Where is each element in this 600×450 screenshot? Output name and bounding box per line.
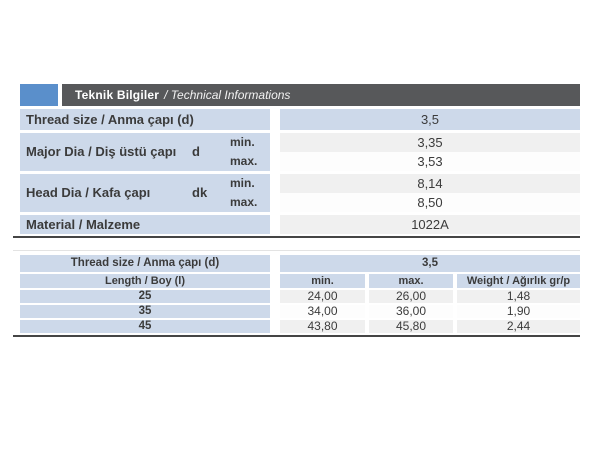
min-cell: 34,00 bbox=[280, 305, 365, 318]
size-thread-value: 3,5 bbox=[280, 255, 580, 272]
table-row: 25 24,00 26,00 1,48 bbox=[20, 290, 580, 303]
head-dia-max-value: 8,50 bbox=[280, 193, 580, 212]
material-value: 1022A bbox=[280, 215, 580, 234]
size-table-thread-row: Thread size / Anma çapı (d) 3,5 bbox=[20, 255, 580, 272]
max-cell: 36,00 bbox=[369, 305, 453, 318]
head-dia-symbol: dk bbox=[192, 185, 208, 200]
major-dia-min-value: 3,35 bbox=[280, 133, 580, 152]
max-label: max. bbox=[230, 154, 258, 168]
section-divider bbox=[13, 250, 580, 251]
size-table-header-row: Length / Boy (l) min. max. Weight / Ağır… bbox=[20, 274, 580, 288]
weight-cell: 1,90 bbox=[457, 305, 580, 318]
column-header-max: max. bbox=[369, 274, 453, 288]
head-dia-min-value: 8,14 bbox=[280, 174, 580, 193]
weight-cell: 2,44 bbox=[457, 320, 580, 333]
major-dia-max-value: 3,53 bbox=[280, 152, 580, 171]
major-dia-label-block: Major Dia / Diş üstü çapı d min. max. bbox=[20, 133, 270, 171]
major-dia-symbol: d bbox=[192, 144, 200, 159]
spec-row-major-dia: Major Dia / Diş üstü çapı d min. max. 3,… bbox=[20, 133, 580, 171]
spec-row-thread-size: Thread size / Anma çapı (d) 3,5 bbox=[20, 109, 580, 130]
max-label: max. bbox=[230, 195, 258, 209]
thread-size-value: 3,5 bbox=[280, 109, 580, 130]
size-table: Thread size / Anma çapı (d) 3,5 Length /… bbox=[13, 250, 580, 337]
section-title-english: / Technical Informations bbox=[164, 88, 291, 102]
spec-table: Thread size / Anma çapı (d) 3,5 Major Di… bbox=[13, 109, 580, 238]
table-row: 35 34,00 36,00 1,90 bbox=[20, 305, 580, 318]
weight-cell: 1,48 bbox=[457, 290, 580, 303]
technical-info-sheet: Teknik Bilgiler / Technical Informations… bbox=[13, 0, 580, 337]
section-header: Teknik Bilgiler / Technical Informations bbox=[20, 84, 580, 106]
head-dia-minmax-labels: min. max. bbox=[230, 174, 270, 212]
min-label: min. bbox=[230, 135, 255, 149]
accent-square bbox=[20, 84, 58, 106]
size-table-bottom-rule bbox=[13, 335, 580, 337]
major-dia-values: 3,35 3,53 bbox=[280, 133, 580, 171]
head-dia-label: Head Dia / Kafa çapı bbox=[26, 185, 151, 200]
major-dia-minmax-labels: min. max. bbox=[230, 133, 270, 171]
max-cell: 26,00 bbox=[369, 290, 453, 303]
spec-row-material: Material / Malzeme 1022A bbox=[20, 215, 580, 234]
thread-size-label: Thread size / Anma çapı (d) bbox=[20, 109, 270, 130]
min-cell: 43,80 bbox=[280, 320, 365, 333]
material-label: Material / Malzeme bbox=[20, 215, 270, 234]
min-label: min. bbox=[230, 176, 255, 190]
section-title-turkish: Teknik Bilgiler bbox=[75, 88, 160, 102]
column-header-weight: Weight / Ağırlık gr/p bbox=[457, 274, 580, 288]
length-cell: 35 bbox=[20, 305, 270, 318]
length-cell: 45 bbox=[20, 320, 270, 333]
size-thread-label: Thread size / Anma çapı (d) bbox=[20, 255, 270, 272]
table-row: 45 43,80 45,80 2,44 bbox=[20, 320, 580, 333]
spec-table-bottom-rule bbox=[13, 236, 580, 238]
head-dia-label-block: Head Dia / Kafa çapı dk min. max. bbox=[20, 174, 270, 212]
head-dia-values: 8,14 8,50 bbox=[280, 174, 580, 212]
min-cell: 24,00 bbox=[280, 290, 365, 303]
column-header-length: Length / Boy (l) bbox=[20, 274, 270, 288]
max-cell: 45,80 bbox=[369, 320, 453, 333]
section-title-bar: Teknik Bilgiler / Technical Informations bbox=[62, 84, 580, 106]
spec-row-head-dia: Head Dia / Kafa çapı dk min. max. 8,14 8… bbox=[20, 174, 580, 212]
column-header-min: min. bbox=[280, 274, 365, 288]
length-cell: 25 bbox=[20, 290, 270, 303]
major-dia-label: Major Dia / Diş üstü çapı bbox=[26, 144, 177, 159]
